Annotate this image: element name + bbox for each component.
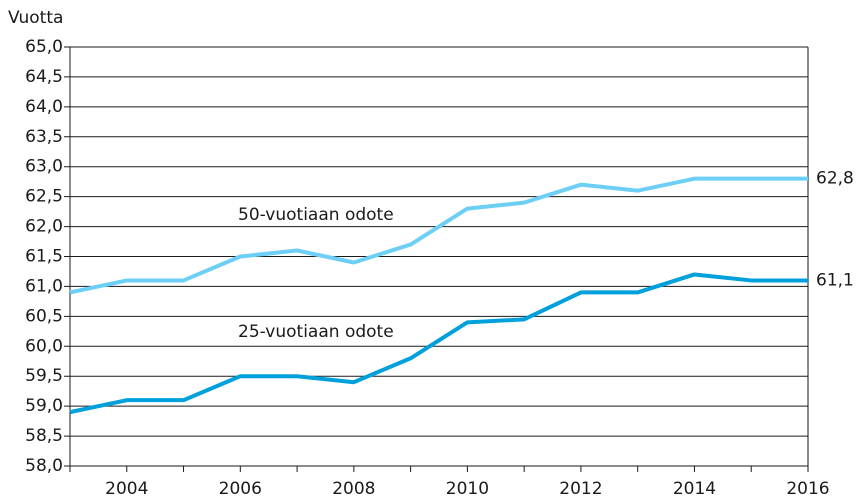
- y-tick-label: 61,5: [25, 247, 63, 267]
- y-axis-label: Vuotta: [8, 8, 63, 28]
- x-tick-label: 2004: [105, 479, 148, 499]
- series-label: 25-vuotiaan odote: [238, 322, 394, 342]
- x-tick-label: 2016: [786, 479, 829, 499]
- y-tick-label: 59,5: [25, 366, 63, 386]
- y-tick-label: 62,5: [25, 187, 63, 207]
- y-tick-label: 62,0: [25, 217, 63, 237]
- value-label: 62,8: [816, 169, 854, 189]
- y-tick-label: 61,0: [25, 276, 63, 296]
- x-tick-label: 2014: [673, 479, 716, 499]
- y-tick-label: 58,5: [25, 426, 63, 446]
- x-tick-label: 2008: [332, 479, 375, 499]
- x-tick-label: 2010: [446, 479, 489, 499]
- series-line: [69, 272, 808, 415]
- y-tick-label: 64,5: [25, 67, 63, 87]
- y-tick-label: 63,5: [25, 127, 63, 147]
- x-tick-label: 2012: [559, 479, 602, 499]
- y-tick-label: 64,0: [25, 97, 63, 117]
- y-tick-label: 60,0: [25, 336, 63, 356]
- y-tick-label: 58,0: [25, 456, 63, 476]
- series-label: 50-vuotiaan odote: [238, 205, 394, 225]
- y-tick-label: 63,0: [25, 157, 63, 177]
- y-tick-label: 65,0: [25, 37, 63, 57]
- y-tick-label: 59,0: [25, 396, 63, 416]
- x-tick-label: 2006: [219, 479, 262, 499]
- series-line: [69, 176, 808, 295]
- value-label: 61,1: [816, 270, 854, 290]
- y-tick-label: 60,5: [25, 306, 63, 326]
